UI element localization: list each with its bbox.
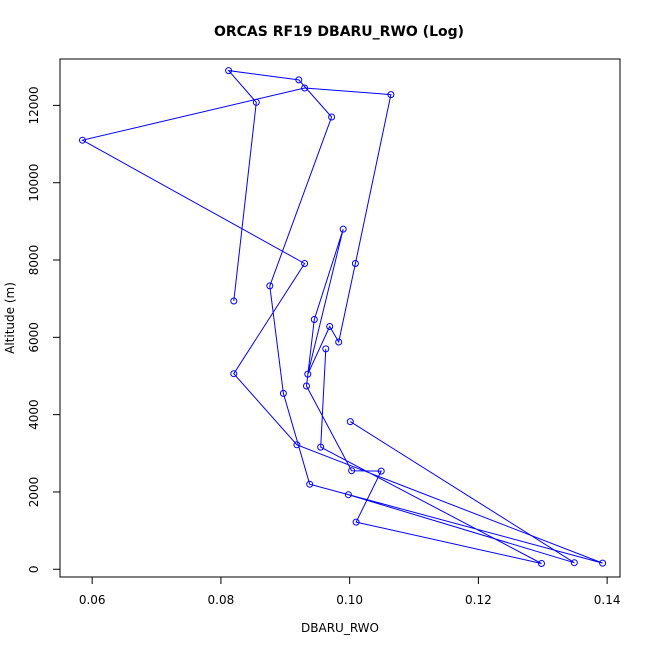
data-point bbox=[304, 370, 312, 378]
x-tick-label: 0.10 bbox=[336, 593, 363, 607]
data-point bbox=[570, 559, 578, 567]
data-point bbox=[351, 260, 359, 267]
y-tick-label: 0 bbox=[27, 565, 41, 573]
data-point bbox=[266, 282, 274, 290]
y-axis-label: Altitude (m) bbox=[3, 282, 17, 354]
data-point bbox=[599, 559, 607, 567]
x-tick-label: 0.14 bbox=[594, 593, 621, 607]
series-line-2 bbox=[348, 421, 575, 564]
series-layer bbox=[79, 67, 607, 567]
data-point bbox=[348, 467, 356, 475]
data-point bbox=[339, 225, 347, 233]
data-point bbox=[306, 480, 314, 488]
data-point bbox=[346, 418, 354, 426]
x-tick-label: 0.12 bbox=[465, 593, 492, 607]
data-point bbox=[295, 76, 303, 84]
plot-frame bbox=[59, 58, 621, 578]
data-point bbox=[230, 370, 238, 378]
data-point bbox=[335, 338, 343, 346]
y-axis: 0 2000 4000 6000 8000 10000 12000 bbox=[27, 86, 60, 573]
x-tick-label: 0.06 bbox=[79, 593, 106, 607]
data-point bbox=[328, 113, 336, 121]
data-point bbox=[310, 316, 318, 323]
x-axis: 0.06 0.08 0.10 0.12 0.14 bbox=[79, 577, 621, 607]
data-point bbox=[322, 345, 330, 353]
y-tick-label: 6000 bbox=[27, 322, 41, 353]
data-point bbox=[344, 491, 352, 499]
chart-title: ORCAS RF19 DBARU_RWO (Log) bbox=[214, 24, 464, 40]
data-point bbox=[352, 518, 360, 526]
data-point bbox=[301, 260, 309, 267]
data-point bbox=[225, 67, 233, 75]
data-point bbox=[303, 382, 310, 390]
data-point bbox=[279, 389, 287, 397]
data-point bbox=[317, 443, 325, 451]
data-point bbox=[538, 560, 545, 567]
data-point bbox=[326, 323, 334, 330]
x-axis-label: DBARU_RWO bbox=[301, 621, 379, 635]
y-tick-label: 4000 bbox=[27, 399, 41, 430]
y-tick-label: 12000 bbox=[27, 86, 41, 124]
data-point bbox=[293, 441, 301, 449]
data-point bbox=[230, 297, 238, 305]
y-tick-label: 10000 bbox=[27, 164, 41, 202]
data-point bbox=[252, 98, 260, 106]
data-point bbox=[377, 467, 385, 475]
data-point bbox=[387, 91, 395, 99]
data-point bbox=[301, 84, 309, 92]
y-tick-label: 2000 bbox=[27, 477, 41, 508]
y-tick-label: 8000 bbox=[27, 245, 41, 276]
x-tick-label: 0.08 bbox=[208, 593, 235, 607]
series-line-1 bbox=[81, 69, 603, 564]
data-point bbox=[79, 136, 86, 144]
